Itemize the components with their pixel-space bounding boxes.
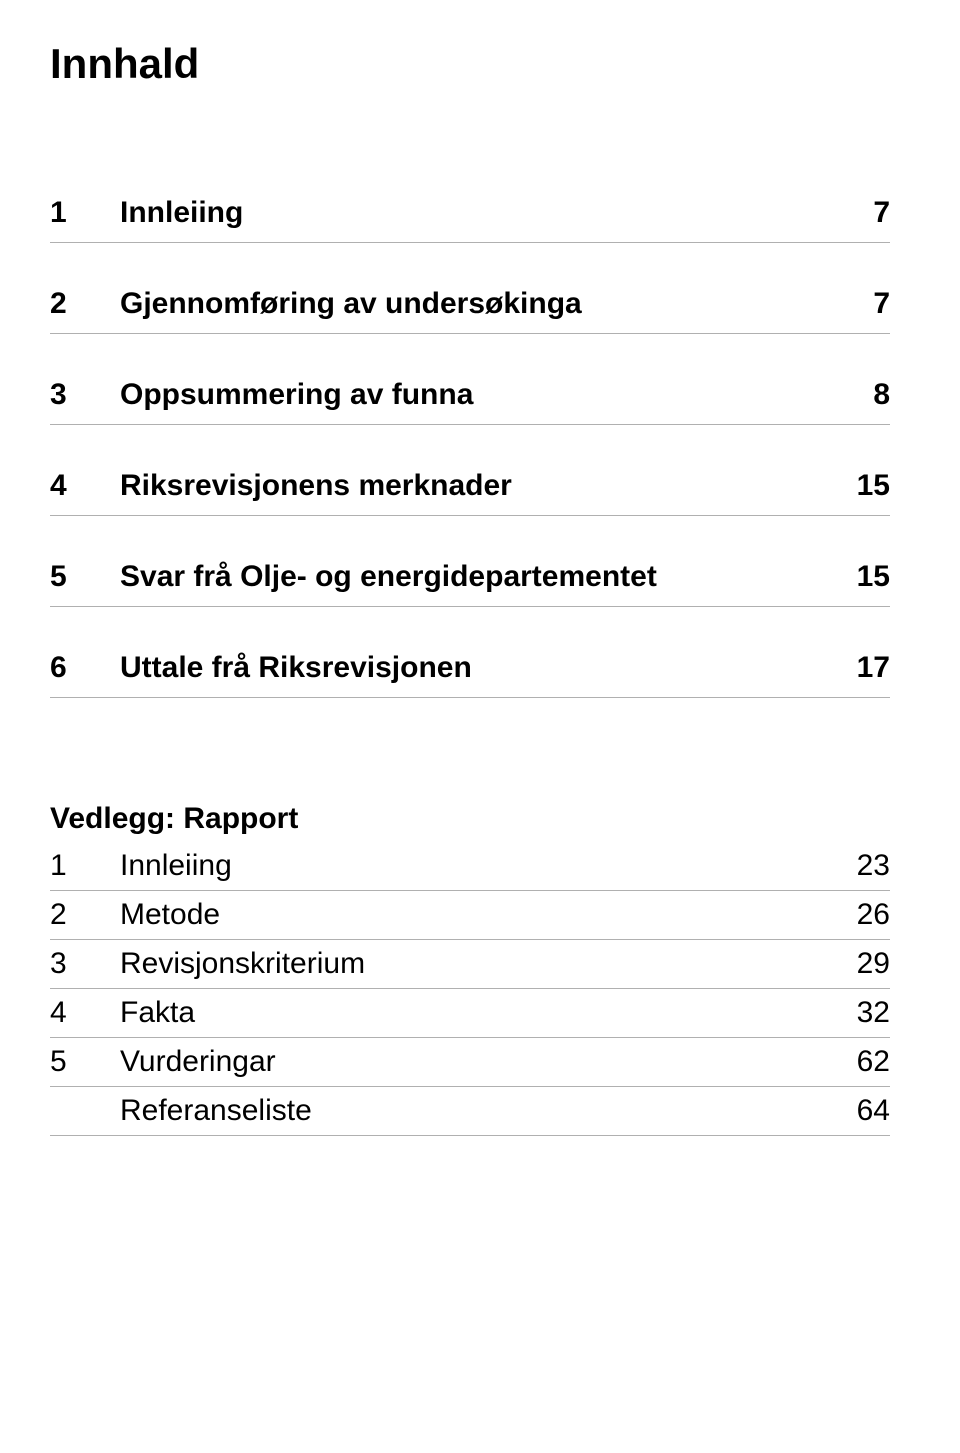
toc-entry-label: Oppsummering av funna <box>120 378 830 412</box>
toc-entry-number: 6 <box>50 651 120 685</box>
toc-entry-label: Vurderingar <box>120 1045 830 1079</box>
toc-entry-number: 3 <box>50 378 120 412</box>
toc-entry-page: 32 <box>830 996 890 1030</box>
toc-entry-label: Metode <box>120 898 830 932</box>
toc-main-section: 1 Innleiing 7 2 Gjennomføring av undersø… <box>50 178 890 698</box>
toc-entry-number: 1 <box>50 849 120 883</box>
toc-main-entry: 2 Gjennomføring av undersøkinga 7 <box>50 269 890 334</box>
toc-entry-label: Innleiing <box>120 196 830 230</box>
toc-entry-label: Referanseliste <box>120 1094 830 1128</box>
toc-entry-label: Innleiing <box>120 849 830 883</box>
toc-entry-page: 29 <box>830 947 890 981</box>
toc-entry-number: 1 <box>50 196 120 230</box>
toc-entry-label: Uttale frå Riksrevisjonen <box>120 651 830 685</box>
toc-entry-page: 15 <box>830 560 890 594</box>
toc-entry-page: 8 <box>830 378 890 412</box>
toc-entry-page: 64 <box>830 1094 890 1128</box>
toc-sub-entry: Referanseliste 64 <box>50 1087 890 1136</box>
toc-entry-number: 4 <box>50 469 120 503</box>
toc-entry-number: 3 <box>50 947 120 981</box>
toc-entry-label: Revisjonskriterium <box>120 947 830 981</box>
toc-entry-label: Svar frå Olje- og energidepartementet <box>120 560 830 594</box>
toc-entry-number: 2 <box>50 898 120 932</box>
toc-entry-number: 5 <box>50 1045 120 1079</box>
toc-entry-number: 5 <box>50 560 120 594</box>
toc-entry-label: Gjennomføring av undersøkinga <box>120 287 830 321</box>
toc-entry-number: 4 <box>50 996 120 1030</box>
toc-main-entry: 6 Uttale frå Riksrevisjonen 17 <box>50 633 890 698</box>
toc-sub-entry: 5 Vurderingar 62 <box>50 1038 890 1087</box>
toc-main-entry: 1 Innleiing 7 <box>50 178 890 243</box>
toc-entry-label: Riksrevisjonens merknader <box>120 469 830 503</box>
toc-sub-entry: 4 Fakta 32 <box>50 989 890 1038</box>
toc-entry-page: 7 <box>830 196 890 230</box>
toc-entry-page: 17 <box>830 651 890 685</box>
toc-vedlegg-section: 1 Innleiing 23 2 Metode 26 3 Revisjonskr… <box>50 842 890 1136</box>
toc-sub-entry: 2 Metode 26 <box>50 891 890 940</box>
toc-sub-entry: 1 Innleiing 23 <box>50 842 890 891</box>
toc-entry-number: 2 <box>50 287 120 321</box>
toc-entry-label: Fakta <box>120 996 830 1030</box>
toc-entry-page: 62 <box>830 1045 890 1079</box>
toc-main-entry: 5 Svar frå Olje- og energidepartementet … <box>50 542 890 607</box>
toc-entry-page: 15 <box>830 469 890 503</box>
toc-entry-page: 7 <box>830 287 890 321</box>
page-title: Innhald <box>50 40 890 88</box>
toc-entry-page: 26 <box>830 898 890 932</box>
toc-main-entry: 4 Riksrevisjonens merknader 15 <box>50 451 890 516</box>
toc-main-entry: 3 Oppsummering av funna 8 <box>50 360 890 425</box>
toc-entry-page: 23 <box>830 849 890 883</box>
vedlegg-heading: Vedlegg: Rapport <box>50 788 890 836</box>
toc-sub-entry: 3 Revisjonskriterium 29 <box>50 940 890 989</box>
